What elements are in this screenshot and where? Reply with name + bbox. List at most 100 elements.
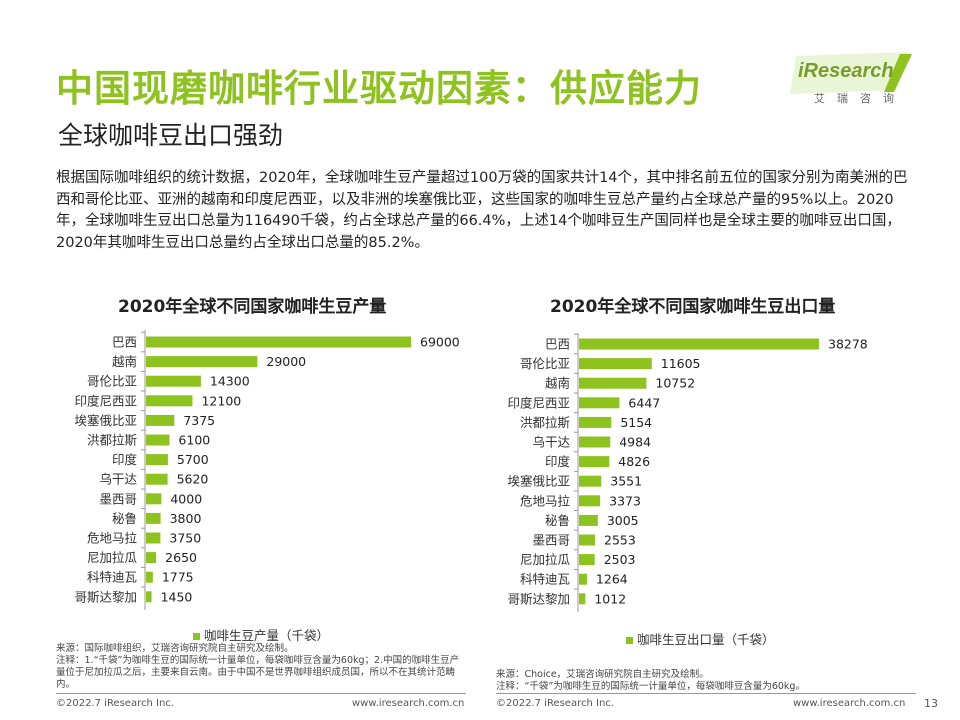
value-label: 6447 — [628, 395, 660, 410]
value-label: 7375 — [183, 413, 215, 428]
value-label: 3800 — [170, 511, 202, 526]
legend-swatch — [193, 633, 200, 640]
category-label: 危地马拉 — [520, 493, 571, 508]
footer-divider-left — [56, 693, 466, 694]
bar — [146, 336, 411, 348]
bar — [579, 416, 612, 428]
category-label: 尼加拉瓜 — [87, 550, 138, 565]
page-subtitle: 全球咖啡豆出口强劲 — [58, 121, 284, 150]
category-label: 巴西 — [545, 337, 570, 352]
note-right: 来源：Choice，艾瑞咨询研究院自主研究及绘制。 注释：“千袋”为咖啡生豆的国… — [496, 669, 805, 692]
footer-divider-right — [496, 693, 916, 694]
value-label: 1450 — [161, 589, 193, 604]
bar — [579, 436, 611, 448]
value-label: 1775 — [162, 570, 194, 585]
value-label: 69000 — [420, 335, 460, 350]
bar — [579, 554, 595, 566]
bar — [146, 356, 258, 368]
value-label: 3373 — [609, 493, 641, 508]
footer-url-left[interactable]: www.iresearch.com.cn — [352, 698, 465, 709]
value-label: 11605 — [661, 356, 701, 371]
value-label: 1012 — [594, 591, 626, 606]
category-label: 墨西哥 — [532, 533, 570, 548]
category-label: 印度尼西亚 — [74, 393, 137, 408]
category-label: 尼加拉瓜 — [520, 552, 571, 567]
page-title: 中国现磨咖啡行业驱动因素：供应能力 — [56, 67, 702, 110]
bar — [146, 532, 161, 544]
bar — [146, 512, 161, 524]
value-label: 5700 — [177, 452, 209, 467]
bar — [146, 552, 157, 564]
bar — [579, 495, 601, 507]
value-label: 5154 — [620, 415, 652, 430]
legend-swatch — [626, 637, 633, 644]
category-label: 哥斯达黎加 — [507, 591, 570, 606]
footer-copyright-left: ©2022.7 iResearch Inc. — [56, 698, 174, 709]
value-label: 12100 — [201, 393, 241, 408]
bar — [579, 358, 652, 370]
iresearch-logo-shape — [790, 52, 912, 94]
bar — [146, 591, 152, 603]
category-label: 洪都拉斯 — [87, 433, 137, 448]
value-label: 14300 — [210, 374, 250, 389]
category-label: 巴西 — [112, 335, 137, 350]
category-label: 埃塞俄比亚 — [74, 413, 137, 428]
body-paragraph: 根据国际咖啡组织的统计数据，2020年，全球咖啡生豆产量超过100万袋的国家共计… — [56, 170, 908, 251]
footer-url-right[interactable]: www.iresearch.com.cn — [793, 698, 906, 709]
value-label: 2650 — [165, 550, 197, 565]
category-label: 印度尼西亚 — [507, 395, 570, 410]
category-label: 乌干达 — [99, 472, 137, 487]
value-label: 29000 — [266, 354, 306, 369]
bar — [146, 414, 175, 426]
category-label: 哥斯达黎加 — [74, 589, 137, 604]
bar — [146, 434, 170, 446]
value-label: 3005 — [607, 513, 639, 528]
legend-export: 咖啡生豆出口量（千袋） — [626, 629, 775, 648]
category-label: 埃塞俄比亚 — [507, 474, 570, 489]
category-label: 危地马拉 — [87, 531, 138, 546]
category-label: 越南 — [545, 376, 570, 391]
value-label: 6100 — [178, 433, 210, 448]
legend-production: 咖啡生豆产量（千袋） — [193, 625, 329, 644]
category-label: 科特迪瓦 — [520, 572, 570, 587]
value-label: 3750 — [169, 531, 201, 546]
legend-label-export: 咖啡生豆出口量（千袋） — [637, 632, 775, 647]
category-label: 科特迪瓦 — [87, 570, 137, 585]
note-left: 来源：国际咖啡组织，艾瑞咨询研究院自主研究及绘制。 注释：1.“千袋”为咖啡生豆… — [56, 643, 460, 690]
page-number: 13 — [924, 697, 938, 710]
category-label: 秘鲁 — [545, 513, 570, 528]
value-label: 1264 — [596, 572, 628, 587]
category-label: 越南 — [112, 354, 137, 369]
chart-title-export: 2020年全球不同国家咖啡生豆出口量 — [550, 297, 836, 317]
category-label: 秘鲁 — [112, 511, 137, 526]
bar — [579, 397, 620, 409]
bar — [146, 473, 168, 485]
legend-label-production: 咖啡生豆产量（千袋） — [204, 628, 330, 643]
bar — [579, 514, 598, 526]
bar — [579, 377, 647, 389]
category-label: 印度 — [545, 454, 571, 469]
value-label: 5620 — [177, 472, 209, 487]
bar — [146, 454, 168, 466]
bar — [579, 456, 610, 468]
bar — [579, 475, 602, 487]
value-label: 38278 — [828, 337, 868, 352]
logo-subtext: 艾瑞咨询 — [814, 92, 906, 105]
value-label: 4000 — [170, 491, 202, 506]
bar — [579, 338, 819, 350]
category-label: 印度 — [112, 452, 138, 467]
footer-copyright-right: ©2022.7 iResearch Inc. — [496, 698, 614, 709]
value-label: 2503 — [604, 552, 636, 567]
bar — [146, 395, 193, 407]
bar — [579, 573, 587, 585]
category-label: 哥伦比亚 — [520, 356, 570, 371]
bar — [579, 534, 596, 546]
value-label: 10752 — [655, 376, 695, 391]
category-label: 洪都拉斯 — [520, 415, 570, 430]
chart-title-production: 2020年全球不同国家咖啡生豆产量 — [118, 297, 387, 317]
bar — [579, 593, 586, 605]
category-label: 哥伦比亚 — [87, 374, 137, 389]
value-label: 2553 — [604, 533, 636, 548]
value-label: 4984 — [619, 435, 651, 450]
